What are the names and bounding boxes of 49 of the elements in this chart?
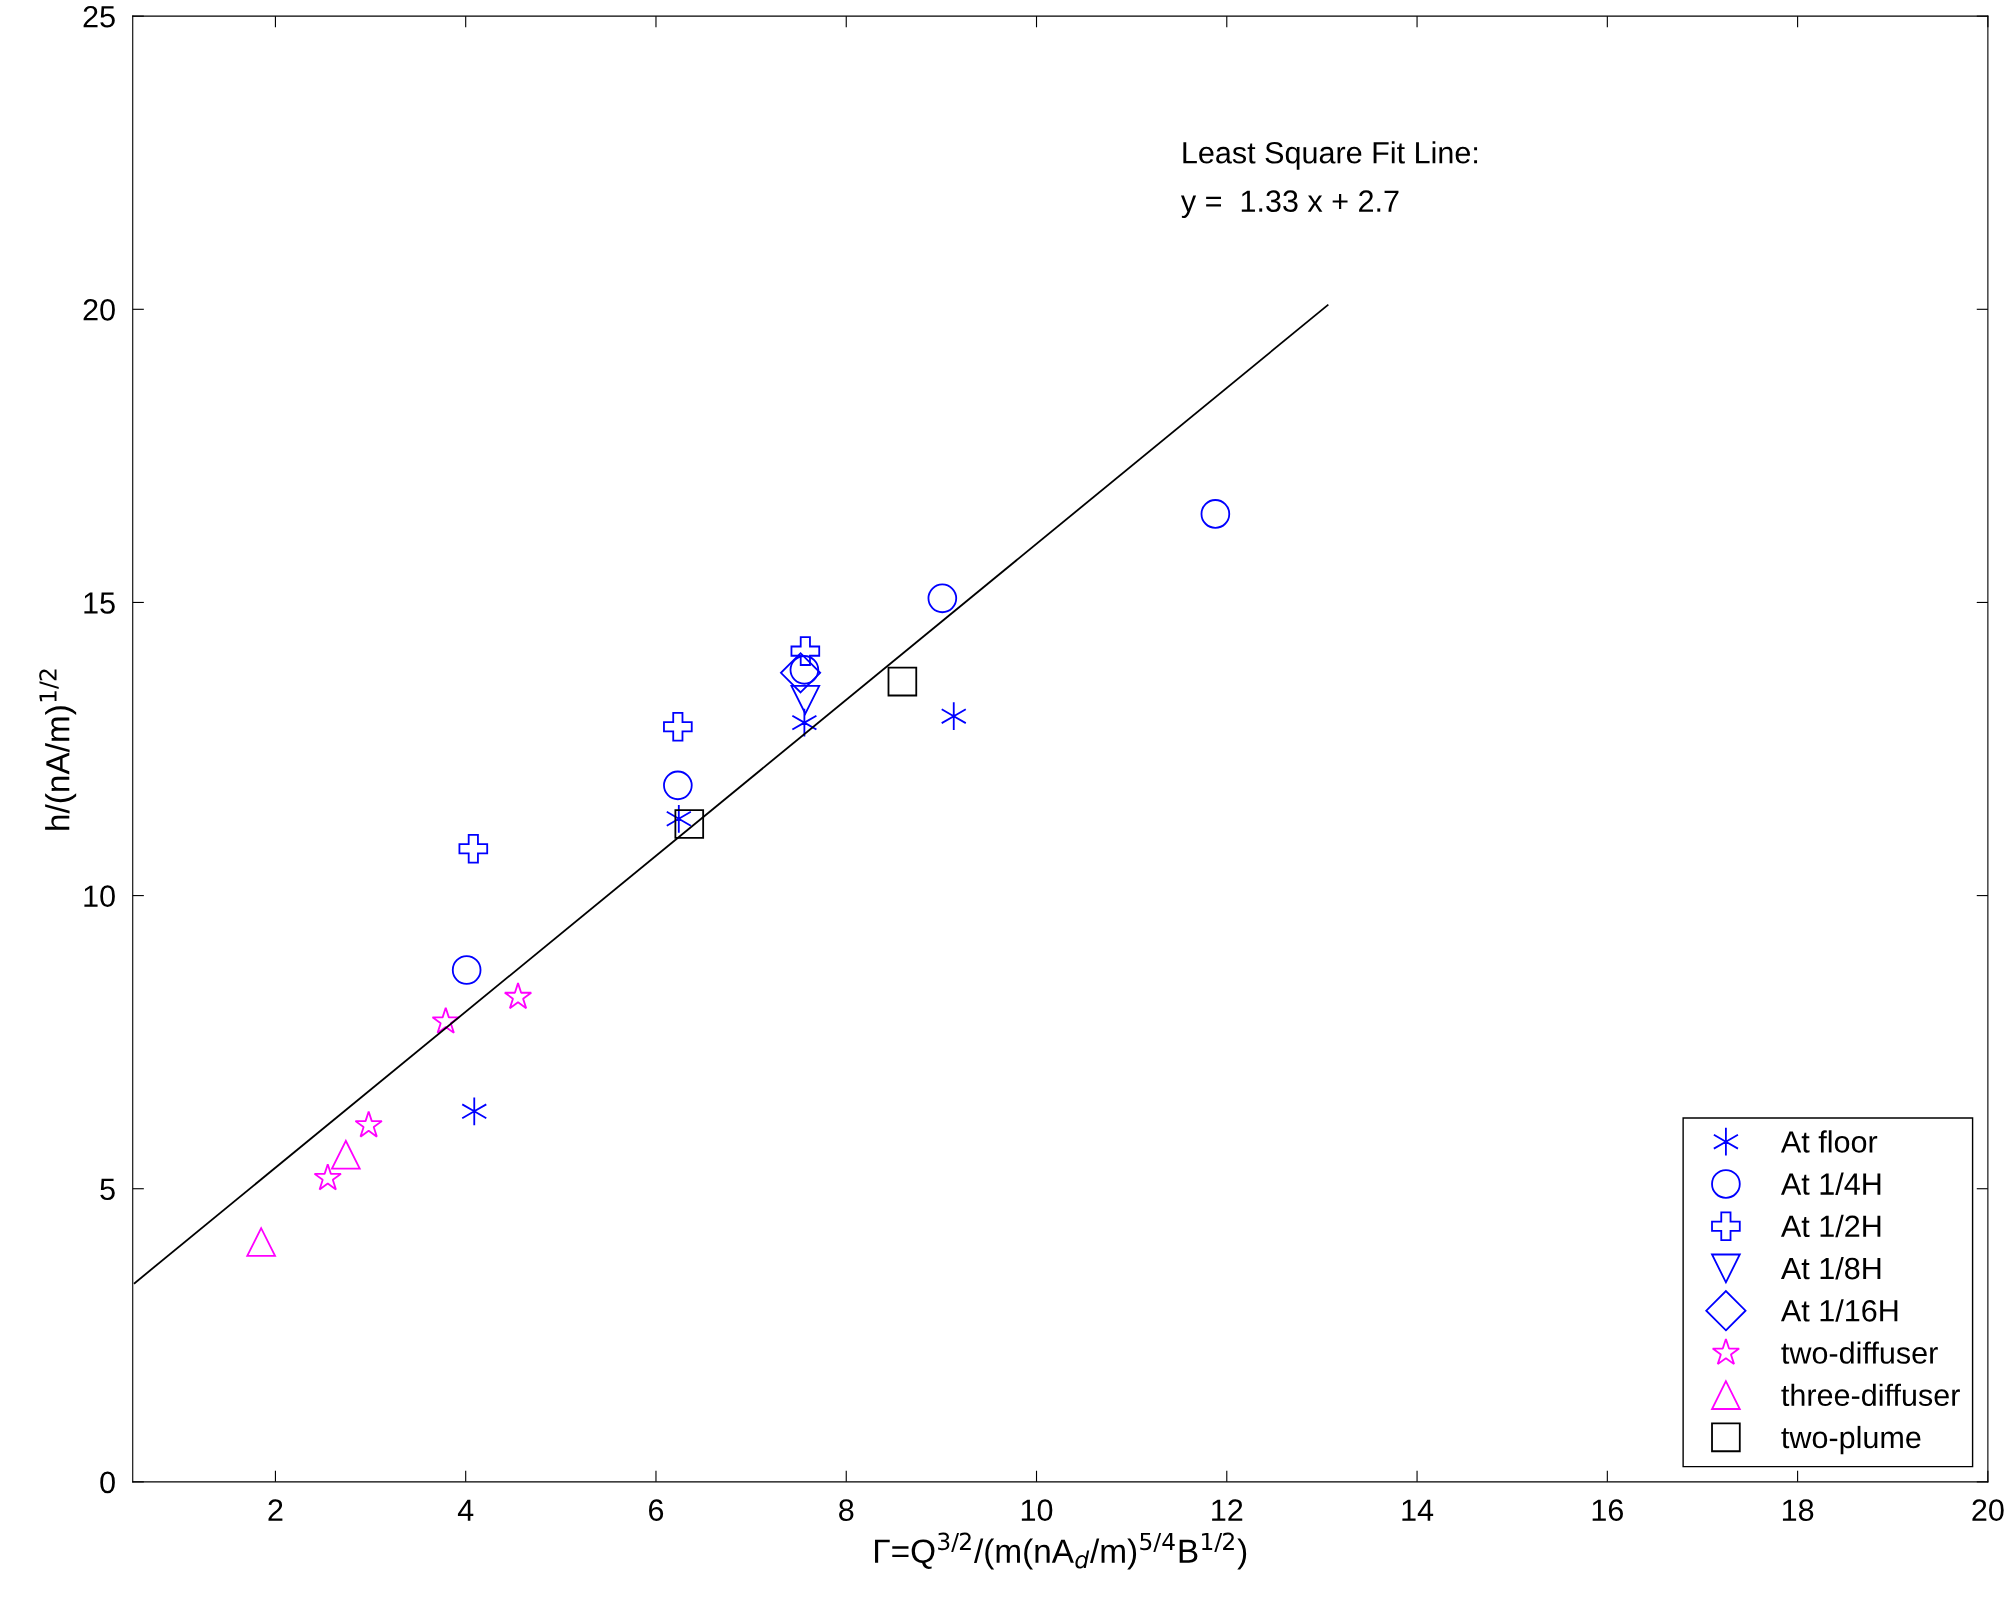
text: Γ=Q$^{3/2}$/(m(nA$_{d}$/m)$^{5/4}$B$^{1/2}$) — [875, 1532, 1247, 1570]
annotation: y = 1.33 x + 2.7 — [1180, 190, 1399, 219]
point — [790, 636, 821, 666]
y-tick-label: 25 — [83, 5, 115, 28]
point — [246, 1227, 276, 1257]
x-tick-label: 10 — [1021, 1499, 1053, 1521]
point — [458, 833, 489, 864]
x-tick-label: 14 — [1402, 1499, 1434, 1521]
legend-label: At 1/16H — [1780, 1299, 1898, 1322]
point — [431, 1006, 460, 1034]
y-tick-label: 10 — [84, 885, 115, 907]
x-tick-label: 2 — [268, 1499, 283, 1521]
legend-label: two-diffuser — [1781, 1341, 1938, 1364]
x-tick-label: 18 — [1782, 1499, 1814, 1521]
point — [354, 1110, 383, 1138]
y-tick-label: 5 — [100, 1178, 115, 1201]
point — [927, 583, 958, 614]
point — [461, 1096, 488, 1127]
y-tick-label: 15 — [84, 592, 115, 614]
point — [663, 770, 693, 801]
legend-label: At 1/8H — [1780, 1256, 1881, 1280]
point — [665, 803, 692, 834]
x-tick-label: 8 — [839, 1499, 854, 1521]
point — [791, 707, 818, 738]
legend-label: three-diffuser — [1781, 1383, 1960, 1407]
legend-label: At 1/2H — [1780, 1214, 1881, 1238]
point — [451, 955, 482, 985]
point — [674, 809, 705, 839]
point — [1200, 499, 1231, 529]
legend-label: At 1/4H — [1780, 1172, 1881, 1195]
point — [503, 982, 533, 1010]
x-tick-label: 12 — [1212, 1499, 1243, 1521]
point — [940, 701, 967, 731]
x-tick-label: 16 — [1592, 1499, 1623, 1521]
y-tick-label: 20 — [83, 299, 115, 321]
point — [790, 684, 821, 715]
x-tick-label: 20 — [1972, 1499, 2004, 1521]
y-tick-label: 0 — [100, 1471, 115, 1494]
point — [780, 652, 822, 694]
point — [887, 666, 918, 697]
point — [663, 711, 693, 742]
x-tick-label: 6 — [649, 1499, 664, 1521]
point — [331, 1139, 361, 1170]
point — [313, 1163, 342, 1191]
x-tick-label: 4 — [457, 1499, 474, 1521]
legend-label: At floor — [1780, 1130, 1878, 1153]
legend-label: two-plume — [1781, 1425, 1921, 1455]
annotation: Least Square Fit Line: — [1183, 141, 1478, 170]
y-axis-title: h/(nA/m)$^{1/2}$ — [39, 669, 77, 830]
